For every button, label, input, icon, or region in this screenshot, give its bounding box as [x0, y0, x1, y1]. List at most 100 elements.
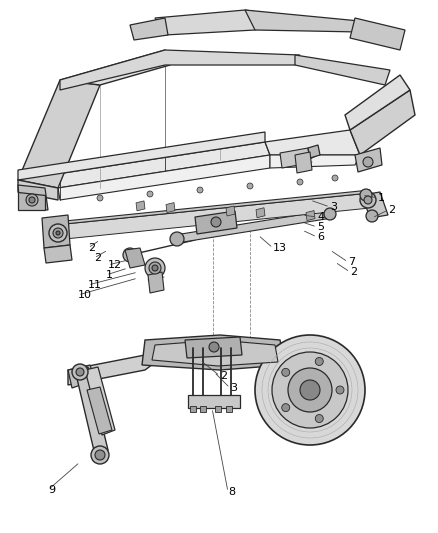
Circle shape — [300, 380, 320, 400]
Polygon shape — [44, 245, 72, 263]
Circle shape — [145, 258, 165, 278]
Polygon shape — [55, 200, 370, 235]
Circle shape — [366, 210, 378, 222]
Polygon shape — [295, 55, 390, 85]
Text: 2: 2 — [388, 205, 395, 215]
Polygon shape — [355, 148, 382, 172]
Circle shape — [315, 358, 323, 366]
Polygon shape — [18, 192, 45, 210]
Polygon shape — [55, 190, 370, 225]
Polygon shape — [190, 406, 196, 412]
Text: 10: 10 — [78, 290, 92, 300]
Circle shape — [76, 368, 84, 376]
Circle shape — [360, 192, 376, 208]
Circle shape — [149, 262, 161, 274]
Circle shape — [360, 189, 372, 201]
Polygon shape — [68, 340, 310, 385]
Polygon shape — [18, 180, 58, 200]
Polygon shape — [55, 198, 370, 233]
Polygon shape — [18, 132, 265, 180]
Circle shape — [247, 183, 253, 189]
Circle shape — [282, 368, 290, 376]
Polygon shape — [350, 18, 405, 50]
Polygon shape — [188, 395, 240, 408]
Polygon shape — [55, 195, 370, 230]
Circle shape — [29, 197, 35, 203]
Polygon shape — [175, 210, 332, 243]
Text: 6: 6 — [317, 232, 324, 242]
Text: 9: 9 — [48, 485, 55, 495]
Circle shape — [197, 187, 203, 193]
Polygon shape — [362, 192, 388, 218]
Circle shape — [152, 265, 158, 271]
Text: 13: 13 — [273, 243, 287, 253]
Polygon shape — [142, 335, 285, 370]
Circle shape — [91, 446, 109, 464]
Polygon shape — [280, 148, 310, 168]
Polygon shape — [125, 248, 145, 268]
Polygon shape — [60, 50, 170, 85]
Polygon shape — [55, 193, 370, 228]
Polygon shape — [85, 367, 115, 435]
Circle shape — [123, 248, 137, 262]
Polygon shape — [350, 90, 415, 155]
Text: 7: 7 — [348, 257, 355, 267]
Circle shape — [97, 195, 103, 201]
Circle shape — [49, 224, 67, 242]
Text: 4: 4 — [317, 212, 324, 222]
Polygon shape — [185, 337, 242, 358]
Circle shape — [315, 415, 323, 423]
Text: 1: 1 — [378, 193, 385, 203]
Text: 3: 3 — [230, 383, 237, 393]
Circle shape — [72, 364, 88, 380]
Circle shape — [336, 386, 344, 394]
Circle shape — [332, 175, 338, 181]
Polygon shape — [166, 203, 175, 213]
Polygon shape — [148, 272, 164, 293]
Polygon shape — [55, 202, 370, 237]
Text: 2: 2 — [88, 243, 95, 253]
Text: 11: 11 — [88, 280, 102, 290]
Circle shape — [288, 368, 332, 412]
Text: 2: 2 — [94, 253, 101, 263]
Polygon shape — [226, 406, 232, 412]
Polygon shape — [75, 367, 108, 455]
Circle shape — [170, 232, 184, 246]
Circle shape — [56, 231, 60, 235]
Circle shape — [53, 228, 63, 238]
Polygon shape — [87, 387, 112, 434]
Circle shape — [211, 217, 221, 227]
Polygon shape — [60, 50, 300, 90]
Polygon shape — [308, 145, 320, 158]
Polygon shape — [215, 406, 221, 412]
Circle shape — [95, 450, 105, 460]
Circle shape — [147, 191, 153, 197]
Polygon shape — [152, 340, 278, 366]
Circle shape — [297, 179, 303, 185]
Polygon shape — [18, 80, 100, 188]
Polygon shape — [58, 155, 270, 200]
Polygon shape — [245, 10, 370, 32]
Text: 3: 3 — [330, 202, 337, 212]
Polygon shape — [155, 10, 295, 35]
Text: 5: 5 — [317, 222, 324, 232]
Polygon shape — [130, 18, 168, 40]
Polygon shape — [256, 208, 265, 217]
Polygon shape — [295, 152, 312, 173]
Circle shape — [26, 194, 38, 206]
Text: 1: 1 — [106, 270, 113, 280]
Polygon shape — [42, 215, 70, 248]
Polygon shape — [18, 142, 270, 188]
Circle shape — [364, 196, 372, 204]
Text: 2: 2 — [350, 267, 357, 277]
Polygon shape — [345, 75, 410, 130]
Polygon shape — [200, 406, 206, 412]
Polygon shape — [55, 193, 370, 240]
Polygon shape — [55, 197, 370, 232]
Polygon shape — [18, 185, 48, 210]
Circle shape — [363, 157, 373, 167]
Text: 2: 2 — [220, 371, 227, 381]
Circle shape — [272, 352, 348, 428]
Text: 8: 8 — [228, 487, 235, 497]
Polygon shape — [270, 155, 360, 168]
